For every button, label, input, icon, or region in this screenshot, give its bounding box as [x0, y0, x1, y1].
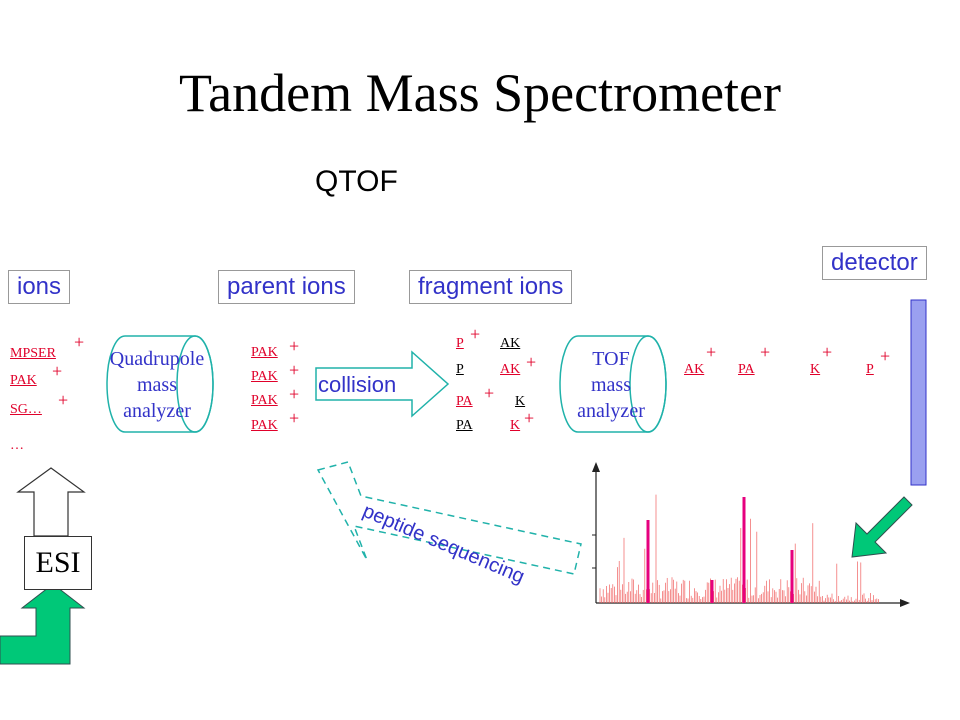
- parent-ion-1-charge: +: [289, 336, 300, 356]
- parent-ion-3-charge: +: [289, 384, 300, 404]
- fragment-r1-charge: +: [470, 324, 481, 344]
- esi-up-arrow: [16, 467, 86, 537]
- parent-ions-label: parent ions: [218, 270, 355, 304]
- page-title: Tandem Mass Spectrometer: [178, 63, 782, 123]
- quadrupole-cylinder: [106, 335, 214, 433]
- detector-label: detector: [822, 246, 927, 280]
- ions-label: ions: [8, 270, 71, 304]
- quadrupole-line1: Quadrupole: [109, 348, 205, 370]
- mass-spectrum: [592, 462, 910, 607]
- tof-line1: TOF: [592, 348, 630, 370]
- ion-ellipsis: …: [10, 438, 24, 453]
- fragment-r3-pa: PA: [456, 394, 473, 409]
- tof-line3: analyzer: [577, 400, 645, 422]
- detected-k: K: [810, 362, 821, 377]
- fragment-r2-p: P: [456, 362, 464, 377]
- parent-ion-4: PAK: [251, 418, 278, 433]
- detected-k-charge: +: [822, 342, 833, 362]
- ion-mpser: MPSER: [10, 346, 56, 361]
- detected-ak-charge: +: [706, 342, 717, 362]
- ion-pak: PAK: [10, 373, 37, 388]
- collision-label: collision: [318, 372, 397, 397]
- parent-ion-1: PAK: [251, 345, 278, 360]
- fragment-r2-charge: +: [526, 352, 537, 372]
- quadrupole-line2: mass: [137, 374, 177, 396]
- peptide-sequencing-arrow: [316, 461, 582, 575]
- detector-to-spectrum-arrow: [851, 496, 913, 558]
- quadrupole-line3: analyzer: [123, 400, 191, 422]
- fragment-r4-pa: PA: [456, 418, 473, 433]
- collision-arrow: [315, 350, 450, 418]
- parent-ion-2: PAK: [251, 369, 278, 384]
- ion-sg: SG…: [10, 402, 42, 417]
- detector-bar: [910, 299, 927, 486]
- esi-feed-arrow: [0, 583, 86, 665]
- fragment-r4-charge: +: [524, 408, 535, 428]
- ion-sg-charge: +: [58, 390, 69, 410]
- ion-mpser-charge: +: [74, 332, 85, 352]
- fragment-r1-p: P: [456, 336, 464, 351]
- fragment-r1-ak: AK: [500, 336, 521, 351]
- parent-ion-4-charge: +: [289, 408, 300, 428]
- detected-pa-charge: +: [760, 342, 771, 362]
- detected-p-charge: +: [880, 346, 891, 366]
- fragment-r2-ak: AK: [500, 362, 521, 377]
- fragment-r3-charge: +: [484, 383, 495, 403]
- detected-ak: AK: [684, 362, 705, 377]
- fragment-r3-k: K: [515, 394, 526, 409]
- quadrupole-analyzer-label: Quadrupole mass analyzer: [98, 346, 216, 424]
- tof-cylinder: [559, 335, 667, 433]
- parent-ion-2-charge: +: [289, 360, 300, 380]
- ion-pak-charge: +: [52, 361, 63, 381]
- tof-line2: mass: [591, 374, 631, 396]
- parent-ion-3: PAK: [251, 393, 278, 408]
- esi-box: ESI: [24, 536, 92, 590]
- detected-pa: PA: [738, 362, 755, 377]
- fragment-r4-k: K: [510, 418, 521, 433]
- fragment-ions-label: fragment ions: [409, 270, 573, 304]
- detected-p: P: [866, 362, 874, 377]
- subtitle-qtof: QTOF: [315, 165, 398, 198]
- tof-analyzer-label: TOF mass analyzer: [552, 346, 670, 424]
